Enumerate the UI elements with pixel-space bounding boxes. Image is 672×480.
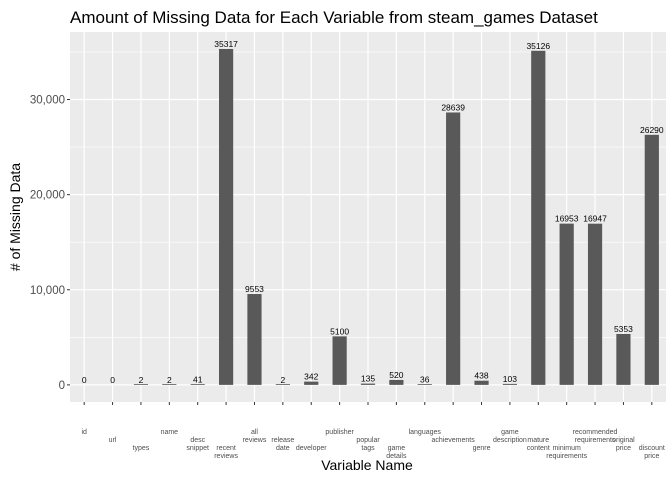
bar-game-description [502,383,517,385]
x-tick-label: languages [409,429,442,436]
data-label: 16953 [555,214,579,224]
data-label: 5100 [330,326,349,336]
data-label: 36 [420,375,430,385]
bar-developer [304,381,319,385]
bar-recent-reviews [219,48,234,385]
x-tick-label: id [81,429,87,436]
data-label: 28639 [441,102,465,112]
data-label: 26290 [640,125,664,135]
bar-mature-content [531,50,546,385]
data-label: 0 [82,375,87,385]
data-label: 135 [361,374,375,384]
x-tick-label: name [161,429,179,436]
y-axis-title: # of Missing Data [7,163,23,271]
x-tick-label: achievements [432,437,476,444]
data-label: 5353 [614,324,633,334]
bar-recommended-requirements [587,223,603,385]
chart-title: Amount of Missing Data for Each Variable… [70,8,598,27]
data-label: 520 [389,370,403,380]
bar-release-date [275,384,290,385]
x-tick-label: types [133,445,150,452]
data-label: 2 [280,375,285,385]
bar-name [162,384,177,385]
bar-types [133,384,149,385]
x-tick-label: game description [493,429,527,444]
x-tick-label: recent reviews [214,445,238,460]
data-label: 342 [304,372,318,382]
x-tick-label: all reviews [243,429,267,444]
x-tick-label: genre [473,445,491,452]
bar-genre [474,380,489,385]
data-label: 16947 [583,214,607,224]
data-label: 0 [110,375,115,385]
bar-all-reviews [247,294,262,385]
data-label: 2 [167,375,172,385]
x-tick-label: recommended requirements [573,429,618,444]
bar-popular-tags [360,383,376,385]
bars [133,48,659,385]
bar-publisher [332,336,347,385]
x-tick-label: desc snippet [186,437,209,452]
y-tick-label: 20,000 [30,190,65,202]
data-label: 103 [503,374,517,384]
y-tick-label: 30,000 [30,95,65,107]
bar-languages [417,384,432,385]
x-tick-label: publisher [325,429,354,436]
bar-minimum-requirements [559,223,574,385]
x-tick-label: mature content [527,437,550,452]
bar-game-details [389,379,404,385]
y-axis: 0 10,000 20,000 30,000 [30,95,70,392]
x-tick-label: release date [271,437,294,452]
x-axis-title: Variable Name [321,457,413,473]
x-tick-label: developer [296,445,327,452]
x-axis: id url types name desc snippet recent reviews al… [81,402,665,460]
bar-discount-price [644,134,659,385]
x-tick-label: popular tags [356,437,380,452]
bar-desc-snippet [190,384,205,385]
bar-achievements [446,112,461,385]
x-tick-label: game details [386,445,407,460]
x-tick-label: original price [612,437,635,452]
x-tick-label: minimum requirements [546,445,587,460]
data-label: 35317 [214,39,238,49]
y-tick-label: 10,000 [30,285,65,297]
x-tick-label: url [109,437,117,444]
data-label: 9553 [245,284,264,294]
data-label: 2 [139,375,144,385]
x-tick-label: discount price [639,445,665,460]
data-labels: 0 0 2 2 41 35317 9553 2 342 5100 135 520 36 28639 438 1… [82,39,664,385]
bar-original-price [616,333,631,385]
data-label: 41 [193,374,203,384]
data-label: 438 [474,371,488,381]
data-label: 35126 [526,41,550,51]
y-tick-label: 0 [59,380,65,392]
